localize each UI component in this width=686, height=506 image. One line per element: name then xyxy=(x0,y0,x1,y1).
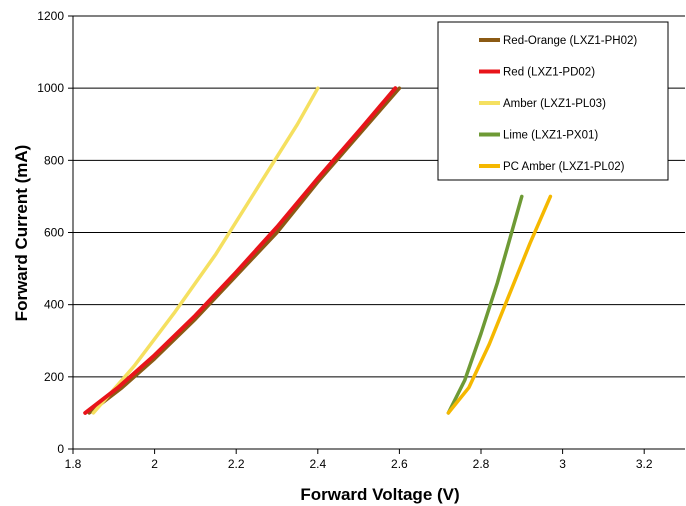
x-tick-label: 2.8 xyxy=(473,457,490,471)
x-tick-label: 2.2 xyxy=(228,457,245,471)
y-tick-label: 1000 xyxy=(37,81,64,95)
y-tick-label: 0 xyxy=(57,442,64,456)
x-axis-title: Forward Voltage (V) xyxy=(300,485,459,504)
x-tick-label: 2.4 xyxy=(309,457,326,471)
y-tick-label: 800 xyxy=(44,153,64,167)
x-tick-label: 2 xyxy=(151,457,158,471)
legend-label: PC Amber (LXZ1-PL02) xyxy=(503,161,625,173)
x-tick-label: 1.8 xyxy=(65,457,82,471)
legend-label: Red-Orange (LXZ1-PH02) xyxy=(503,35,637,47)
y-tick-label: 400 xyxy=(44,298,64,312)
legend-label: Lime (LXZ1-PX01) xyxy=(503,130,598,142)
series-line xyxy=(446,194,553,415)
y-tick-label: 200 xyxy=(44,370,64,384)
y-tick-label: 1200 xyxy=(37,9,64,23)
axes: 0 200 400 600 800 1000 1200 1.8 2 2.2 2.4 2.6 2.8 3 3.… xyxy=(37,9,685,471)
series-lines xyxy=(83,86,553,415)
y-axis-title: Forward Current (mA) xyxy=(12,145,31,322)
legend-label: Amber (LXZ1-PL03) xyxy=(503,98,606,110)
series-line xyxy=(87,86,402,415)
legend-box xyxy=(437,21,669,181)
y-tick-label: 600 xyxy=(44,226,64,240)
series-line xyxy=(446,194,524,415)
legend: Red-Orange (LXZ1-PH02) Red (LXZ1-PD02) Amb… xyxy=(437,21,669,181)
series-line xyxy=(91,86,320,415)
x-tick-label: 3 xyxy=(559,457,566,471)
x-tick-label: 3.2 xyxy=(636,457,653,471)
gridlines xyxy=(73,15,685,378)
legend-label: Red (LXZ1-PD02) xyxy=(503,67,595,79)
x-tick-label: 2.6 xyxy=(391,457,408,471)
series-line xyxy=(83,86,398,415)
